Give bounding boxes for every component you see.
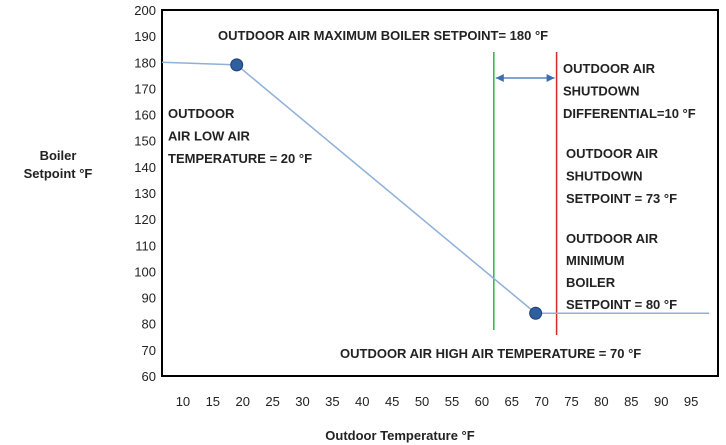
arrow-head [546, 74, 555, 82]
x-tick-label: 10 [176, 394, 190, 409]
y-tick-label: 180 [134, 55, 156, 70]
annotation: OUTDOOR AIR [566, 146, 659, 161]
annotation: SHUTDOWN [566, 169, 643, 184]
annotation: OUTDOOR AIR MAXIMUM BOILER SETPOINT= 180… [218, 28, 548, 43]
x-tick-label: 80 [594, 394, 608, 409]
x-tick-label: 75 [564, 394, 578, 409]
y-axis-label: Boiler [40, 148, 77, 163]
x-tick-label: 35 [325, 394, 339, 409]
y-tick-label: 150 [134, 134, 156, 149]
annotation: MINIMUM [566, 253, 625, 268]
series-line [161, 61, 710, 315]
annotation: SHUTDOWN [563, 84, 640, 99]
x-tick-label: 50 [415, 394, 429, 409]
annotation: DIFFERENTIAL=10 °F [563, 106, 696, 121]
y-tick-label: 70 [142, 343, 156, 358]
y-tick-label: 170 [134, 81, 156, 96]
plot-frame [161, 9, 719, 377]
annotation: BOILER [566, 275, 616, 290]
annotation: SETPOINT = 73 °F [566, 191, 677, 206]
x-axis-label: Outdoor Temperature °F [325, 428, 474, 443]
x-tick-label: 60 [475, 394, 489, 409]
annotation: TEMPERATURE = 20 °F [168, 151, 312, 166]
x-tick-label: 55 [445, 394, 459, 409]
y-tick-label: 130 [134, 186, 156, 201]
x-tick-label: 90 [654, 394, 668, 409]
y-tick-label: 60 [142, 369, 156, 384]
y-tick-label: 120 [134, 212, 156, 227]
arrow-head [495, 74, 504, 82]
y-tick-label: 80 [142, 317, 156, 332]
x-tick-label: 40 [355, 394, 369, 409]
point-marker [230, 58, 244, 72]
y-tick-label: 90 [142, 291, 156, 306]
y-tick-label: 160 [134, 108, 156, 123]
x-tick-label: 65 [505, 394, 519, 409]
y-tick-label: 110 [135, 238, 156, 253]
x-tick-label: 70 [534, 394, 548, 409]
y-axis-label: Setpoint °F [24, 166, 93, 181]
x-tick-label: 20 [235, 394, 249, 409]
y-tick-label: 190 [134, 29, 156, 44]
x-tick-label: 95 [684, 394, 698, 409]
x-tick-label: 15 [206, 394, 220, 409]
annotation: OUTDOOR AIR [563, 61, 656, 76]
annotation: SETPOINT = 80 °F [566, 297, 677, 312]
x-tick-label: 25 [265, 394, 279, 409]
y-tick-label: 100 [134, 264, 156, 279]
x-tick-label: 30 [295, 394, 309, 409]
annotation: OUTDOOR AIR HIGH AIR TEMPERATURE = 70 °F [340, 346, 641, 361]
annotation: OUTDOOR [168, 106, 235, 121]
annotation: AIR LOW AIR [168, 129, 250, 144]
x-tick-label: 85 [624, 394, 638, 409]
y-tick-label: 200 [134, 3, 156, 18]
y-tick-label: 140 [134, 160, 156, 175]
point-marker [529, 306, 543, 320]
x-tick-label: 45 [385, 394, 399, 409]
annotation: OUTDOOR AIR [566, 231, 659, 246]
